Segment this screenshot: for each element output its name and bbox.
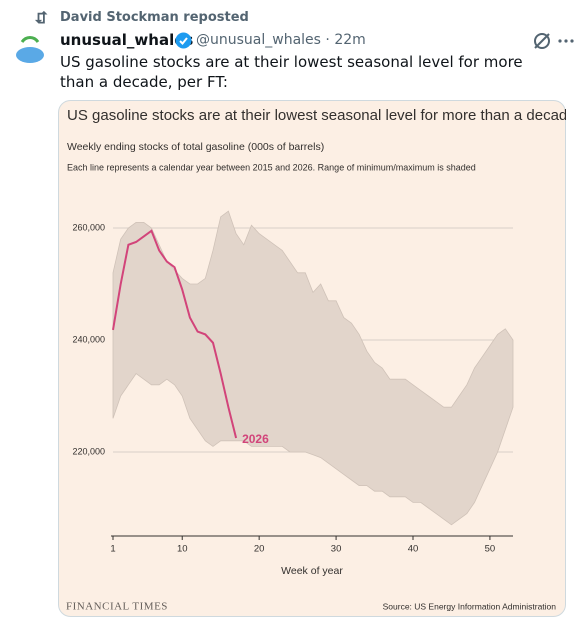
verified-badge [175,32,192,49]
grok-icon[interactable] [532,31,552,51]
chart-note: Each line represents a calendar year bet… [67,162,476,172]
author-name[interactable]: unusual_whales [60,31,194,49]
handle[interactable]: @unusual_whales [196,32,321,48]
brand: FINANCIAL TIMES [66,601,168,613]
tweet-text: US gasoline stocks are at their lowest s… [60,53,523,91]
series-line [112,229,238,439]
x-tick-label: 10 [177,544,188,555]
range-band [112,210,514,526]
x-tick-label: 40 [408,544,419,555]
chart-subtitle: Weekly ending stocks of total gasoline (… [67,141,324,153]
x-tick-label: 20 [254,544,265,555]
repost-icon [34,10,48,24]
meta: @unusual_whales · 22m [196,32,366,48]
x-tick-label: 30 [331,544,342,555]
avatar[interactable] [12,30,50,68]
time[interactable]: 22m [334,32,366,48]
chart-title: US gasoline stocks are at their lowest s… [67,107,566,124]
chart[interactable]: US gasoline stocks are at their lowest s… [58,100,566,617]
y-tick-label: 240,000 [72,334,105,344]
repost-label: David Stockman reposted [60,10,249,25]
x-tick-label: 1 [110,544,115,555]
series-label: 2026 [242,432,269,446]
more-icon[interactable] [558,38,574,44]
y-tick-label: 220,000 [72,446,105,456]
source: Source: US Energy Information Administra… [383,601,557,611]
y-tick-label: 260,000 [72,222,105,232]
x-axis-label: Week of year [281,565,343,577]
x-tick-label: 50 [485,544,496,555]
